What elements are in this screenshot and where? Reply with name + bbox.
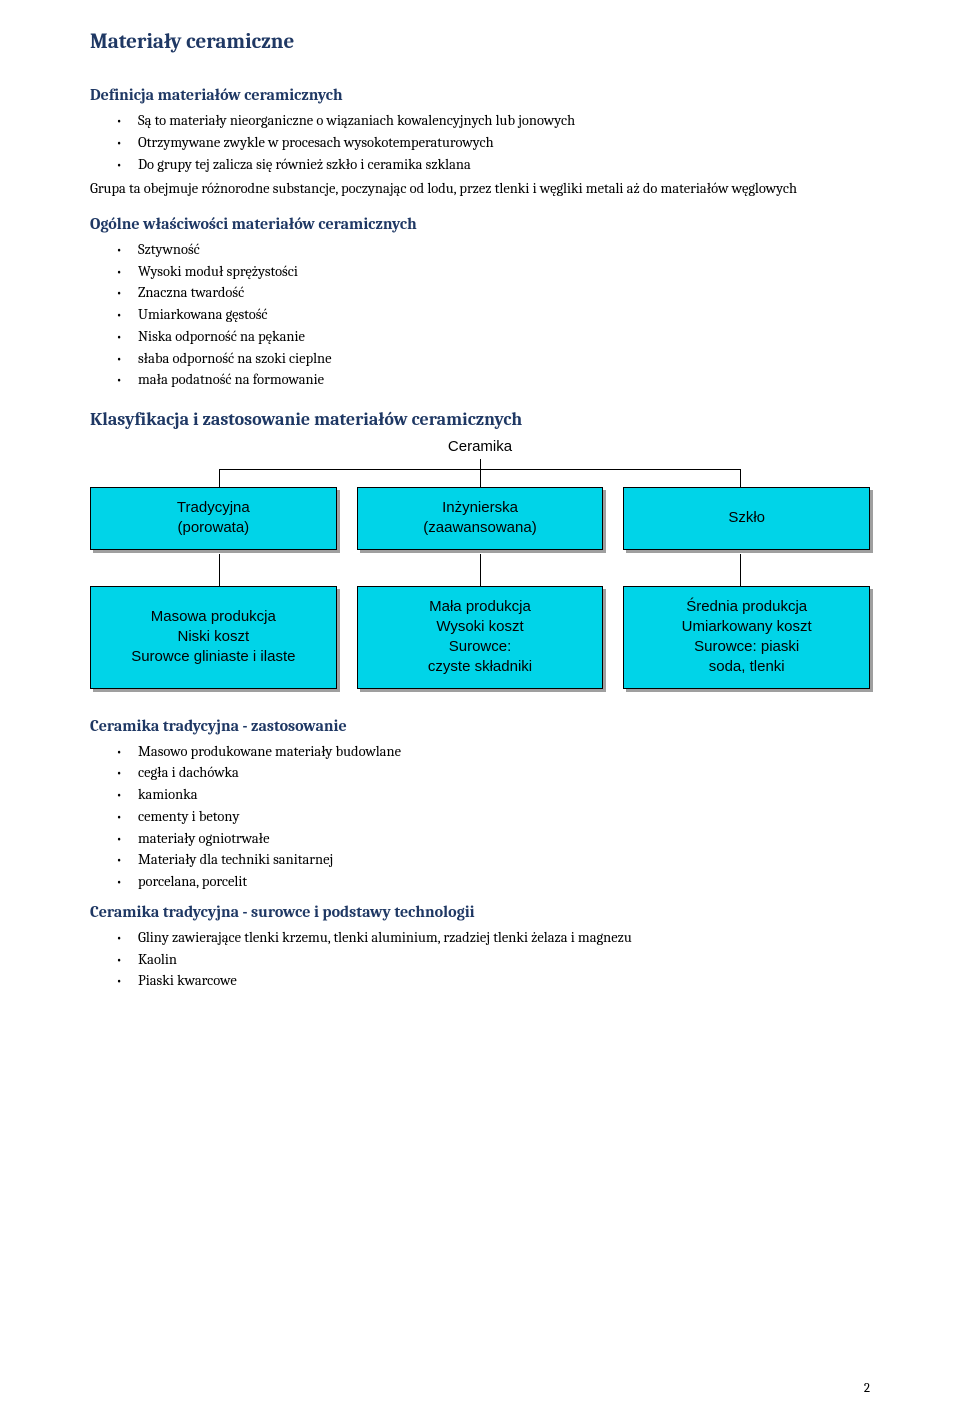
list-item: Otrzymywane zwykle w procesach wysokotem… xyxy=(138,132,870,154)
definition-note: Grupa ta obejmuje różnorodne substancje,… xyxy=(90,179,870,199)
classification-tree: Ceramika Tradycyjna (porowata) Inżyniers… xyxy=(90,438,870,689)
tree-node-line: Inżynierska xyxy=(366,498,595,518)
tree-node-szklo: Szkło xyxy=(623,487,870,550)
tree-node-line: (porowata) xyxy=(99,518,328,538)
tree-node-line: Szkło xyxy=(632,508,861,528)
tree-node-line: Surowce gliniaste i ilaste xyxy=(99,647,328,667)
tree-node-line: Surowce: piaski xyxy=(632,637,861,657)
list-item: słaba odporność na szoki cieplne xyxy=(138,348,870,370)
tree-node-line: Surowce: xyxy=(366,637,595,657)
list-item: Niska odporność na pękanie xyxy=(138,326,870,348)
tree-node-srednia: Średnia produkcja Umiarkowany koszt Suro… xyxy=(623,586,870,689)
list-item: Masowo produkowane materiały budowlane xyxy=(138,741,870,763)
properties-list: Sztywność Wysoki moduł sprężystości Znac… xyxy=(90,239,870,391)
list-item: cementy i betony xyxy=(138,806,870,828)
section-heading-definition: Definicja materiałów ceramicznych xyxy=(90,86,870,104)
tree-root: Ceramika xyxy=(90,438,870,455)
page-number: 2 xyxy=(864,1381,870,1396)
list-item: Do grupy tej zalicza się również szkło i… xyxy=(138,154,870,176)
list-item: Kaolin xyxy=(138,949,870,971)
list-item: Piaski kwarcowe xyxy=(138,970,870,992)
tree-node-line: Umiarkowany koszt xyxy=(632,617,861,637)
tree-connector-mid xyxy=(90,554,870,586)
tree-node-line: (zaawansowana) xyxy=(366,518,595,538)
tree-node-line: Masowa produkcja xyxy=(99,607,328,627)
list-item: Sztywność xyxy=(138,239,870,261)
list-item: Znaczna twardość xyxy=(138,282,870,304)
page-title: Materiały ceramiczne xyxy=(90,30,870,54)
section-heading-tradycyjna-surowce: Ceramika tradycyjna - surowce i podstawy… xyxy=(90,903,870,921)
tree-node-line: Tradycyjna xyxy=(99,498,328,518)
tree-node-inzynierska: Inżynierska (zaawansowana) xyxy=(357,487,604,550)
tree-node-mala: Mała produkcja Wysoki koszt Surowce: czy… xyxy=(357,586,604,689)
tree-connector-top xyxy=(90,459,870,487)
list-item: porcelana, porcelit xyxy=(138,871,870,893)
section-heading-tradycyjna-zastosowanie: Ceramika tradycyjna - zastosowanie xyxy=(90,717,870,735)
list-item: Są to materiały nieorganiczne o wiązania… xyxy=(138,110,870,132)
tree-node-line: czyste składniki xyxy=(366,657,595,677)
tree-node-line: Niski koszt xyxy=(99,627,328,647)
tree-node-line: Wysoki koszt xyxy=(366,617,595,637)
definition-list: Są to materiały nieorganiczne o wiązania… xyxy=(90,110,870,175)
section-heading-classification: Klasyfikacja i zastosowanie materiałów c… xyxy=(90,409,870,430)
list-item: Umiarkowana gęstość xyxy=(138,304,870,326)
tree-level-1: Tradycyjna (porowata) Inżynierska (zaawa… xyxy=(90,487,870,550)
tree-level-2: Masowa produkcja Niski koszt Surowce gli… xyxy=(90,586,870,689)
tree-node-line: Średnia produkcja xyxy=(632,597,861,617)
list-item: Gliny zawierające tlenki krzemu, tlenki … xyxy=(138,927,870,949)
list-item: Wysoki moduł sprężystości xyxy=(138,261,870,283)
section-heading-properties: Ogólne właściwości materiałów ceramiczny… xyxy=(90,215,870,233)
tradycyjna-zastosowanie-list: Masowo produkowane materiały budowlane c… xyxy=(90,741,870,893)
list-item: cegła i dachówka xyxy=(138,762,870,784)
tree-node-masowa: Masowa produkcja Niski koszt Surowce gli… xyxy=(90,586,337,689)
tree-node-line: Mała produkcja xyxy=(366,597,595,617)
tree-node-line: soda, tlenki xyxy=(632,657,861,677)
list-item: materiały ogniotrwałe xyxy=(138,828,870,850)
list-item: kamionka xyxy=(138,784,870,806)
list-item: Materiały dla techniki sanitarnej xyxy=(138,849,870,871)
tree-node-tradycyjna: Tradycyjna (porowata) xyxy=(90,487,337,550)
tradycyjna-surowce-list: Gliny zawierające tlenki krzemu, tlenki … xyxy=(90,927,870,992)
list-item: mała podatność na formowanie xyxy=(138,369,870,391)
